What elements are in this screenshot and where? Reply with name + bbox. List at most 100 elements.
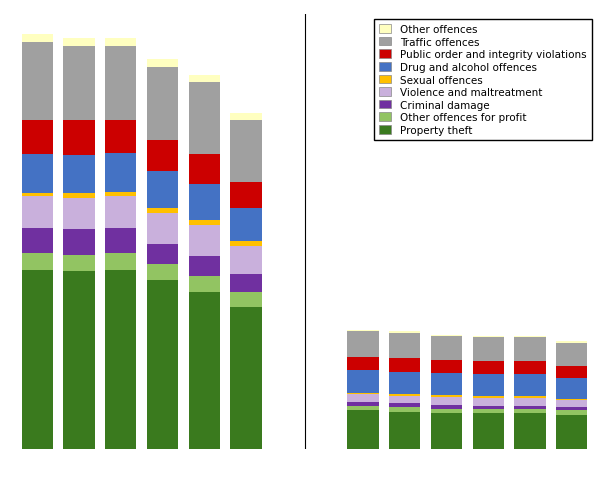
Bar: [189, 276, 220, 292]
Bar: [347, 402, 379, 406]
Bar: [389, 394, 420, 396]
Bar: [431, 405, 462, 409]
Bar: [389, 412, 420, 449]
Bar: [147, 67, 178, 141]
Bar: [431, 337, 462, 361]
Bar: [63, 255, 94, 272]
Bar: [347, 332, 379, 357]
Bar: [515, 336, 546, 338]
Bar: [347, 410, 379, 449]
Bar: [347, 406, 379, 410]
Bar: [21, 270, 53, 449]
Bar: [63, 230, 94, 255]
Bar: [389, 333, 420, 359]
Bar: [230, 307, 262, 449]
Bar: [147, 60, 178, 67]
Bar: [230, 241, 262, 246]
Bar: [347, 370, 379, 393]
Bar: [147, 172, 178, 209]
Bar: [556, 410, 588, 415]
Bar: [556, 378, 588, 399]
Bar: [473, 338, 504, 362]
Bar: [230, 246, 262, 275]
Bar: [389, 407, 420, 412]
Bar: [21, 43, 53, 120]
Bar: [63, 121, 94, 155]
Bar: [63, 199, 94, 230]
Bar: [147, 209, 178, 213]
Bar: [389, 404, 420, 407]
Bar: [147, 245, 178, 264]
Bar: [105, 39, 136, 46]
Bar: [473, 398, 504, 406]
Bar: [556, 407, 588, 410]
Bar: [63, 194, 94, 199]
Legend: Other offences, Traffic offences, Public order and integrity violations, Drug an: Other offences, Traffic offences, Public…: [374, 20, 591, 141]
Bar: [230, 114, 262, 120]
Bar: [389, 396, 420, 404]
Bar: [556, 342, 588, 344]
Bar: [389, 359, 420, 372]
Bar: [189, 83, 220, 155]
Bar: [189, 155, 220, 184]
Bar: [431, 413, 462, 449]
Bar: [473, 362, 504, 374]
Bar: [431, 373, 462, 396]
Bar: [389, 372, 420, 394]
Bar: [556, 399, 588, 401]
Bar: [347, 330, 379, 332]
Bar: [515, 396, 546, 398]
Bar: [515, 409, 546, 413]
Bar: [63, 272, 94, 449]
Bar: [473, 406, 504, 409]
Bar: [556, 401, 588, 407]
Bar: [63, 155, 94, 194]
Bar: [515, 362, 546, 374]
Bar: [189, 220, 220, 225]
Bar: [473, 374, 504, 396]
Bar: [431, 398, 462, 405]
Bar: [431, 361, 462, 373]
Bar: [189, 257, 220, 276]
Bar: [105, 121, 136, 154]
Bar: [515, 374, 546, 396]
Bar: [63, 46, 94, 121]
Bar: [147, 264, 178, 281]
Bar: [230, 208, 262, 241]
Bar: [21, 35, 53, 43]
Bar: [347, 393, 379, 395]
Bar: [389, 331, 420, 333]
Bar: [21, 120, 53, 155]
Bar: [431, 396, 462, 398]
Bar: [105, 228, 136, 254]
Bar: [21, 228, 53, 254]
Bar: [556, 366, 588, 378]
Bar: [230, 183, 262, 208]
Bar: [230, 292, 262, 307]
Bar: [556, 415, 588, 449]
Bar: [515, 398, 546, 406]
Bar: [63, 39, 94, 46]
Bar: [105, 197, 136, 228]
Bar: [105, 46, 136, 121]
Bar: [105, 254, 136, 270]
Bar: [230, 275, 262, 292]
Bar: [189, 292, 220, 449]
Bar: [230, 120, 262, 183]
Bar: [105, 270, 136, 449]
Bar: [556, 344, 588, 366]
Bar: [21, 193, 53, 197]
Bar: [431, 409, 462, 413]
Bar: [431, 335, 462, 337]
Bar: [515, 338, 546, 362]
Bar: [21, 155, 53, 193]
Bar: [147, 213, 178, 245]
Bar: [347, 357, 379, 370]
Bar: [473, 336, 504, 338]
Bar: [347, 395, 379, 402]
Bar: [473, 413, 504, 449]
Bar: [21, 254, 53, 270]
Bar: [473, 409, 504, 413]
Bar: [189, 184, 220, 220]
Bar: [473, 396, 504, 398]
